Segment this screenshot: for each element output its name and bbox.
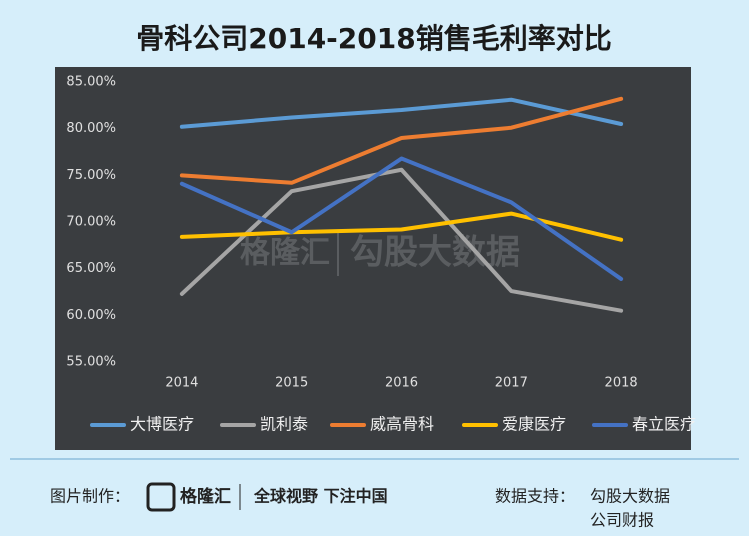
x-tick-label: 2015 [275, 376, 308, 391]
y-tick-label: 65.00% [66, 261, 116, 276]
legend-label: 爱康医疗 [502, 415, 566, 434]
series-line [179, 96, 624, 185]
y-tick-label: 80.00% [66, 121, 116, 136]
footer-label: 图片制作： [50, 487, 130, 506]
brand-name: 格隆汇 [180, 486, 231, 507]
y-tick-label: 60.00% [66, 308, 116, 323]
slogan: 全球视野 下注中国 [253, 487, 388, 506]
series-line [179, 167, 624, 313]
y-tick-label: 55.00% [66, 355, 116, 370]
brand-logo [146, 482, 176, 512]
legend-label: 大博医疗 [130, 415, 194, 434]
legend-label: 凯利泰 [260, 415, 308, 434]
chart-panel [55, 67, 691, 450]
source: 公司财报 [590, 511, 654, 530]
x-tick-label: 2014 [165, 376, 198, 391]
y-tick-label: 85.00% [66, 75, 116, 90]
series-line [179, 211, 624, 242]
y-tick-label: 70.00% [66, 215, 116, 230]
source: 勾股大数据 [590, 487, 670, 506]
x-tick-label: 2016 [385, 376, 418, 391]
y-tick-label: 75.00% [66, 168, 116, 183]
series-line [179, 97, 624, 129]
watermark: 格隆汇 [240, 236, 330, 271]
chart-title: 骨科公司2014-2018销售毛利率对比 [136, 22, 611, 55]
watermark: 勾股大数据 [350, 233, 520, 273]
x-tick-label: 2018 [605, 376, 638, 391]
footer-label: 数据支持： [495, 487, 575, 506]
series-line [179, 156, 624, 281]
legend-label: 春立医疗 [632, 415, 696, 434]
legend-label: 威高骨科 [370, 415, 434, 434]
x-tick-label: 2017 [495, 376, 528, 391]
